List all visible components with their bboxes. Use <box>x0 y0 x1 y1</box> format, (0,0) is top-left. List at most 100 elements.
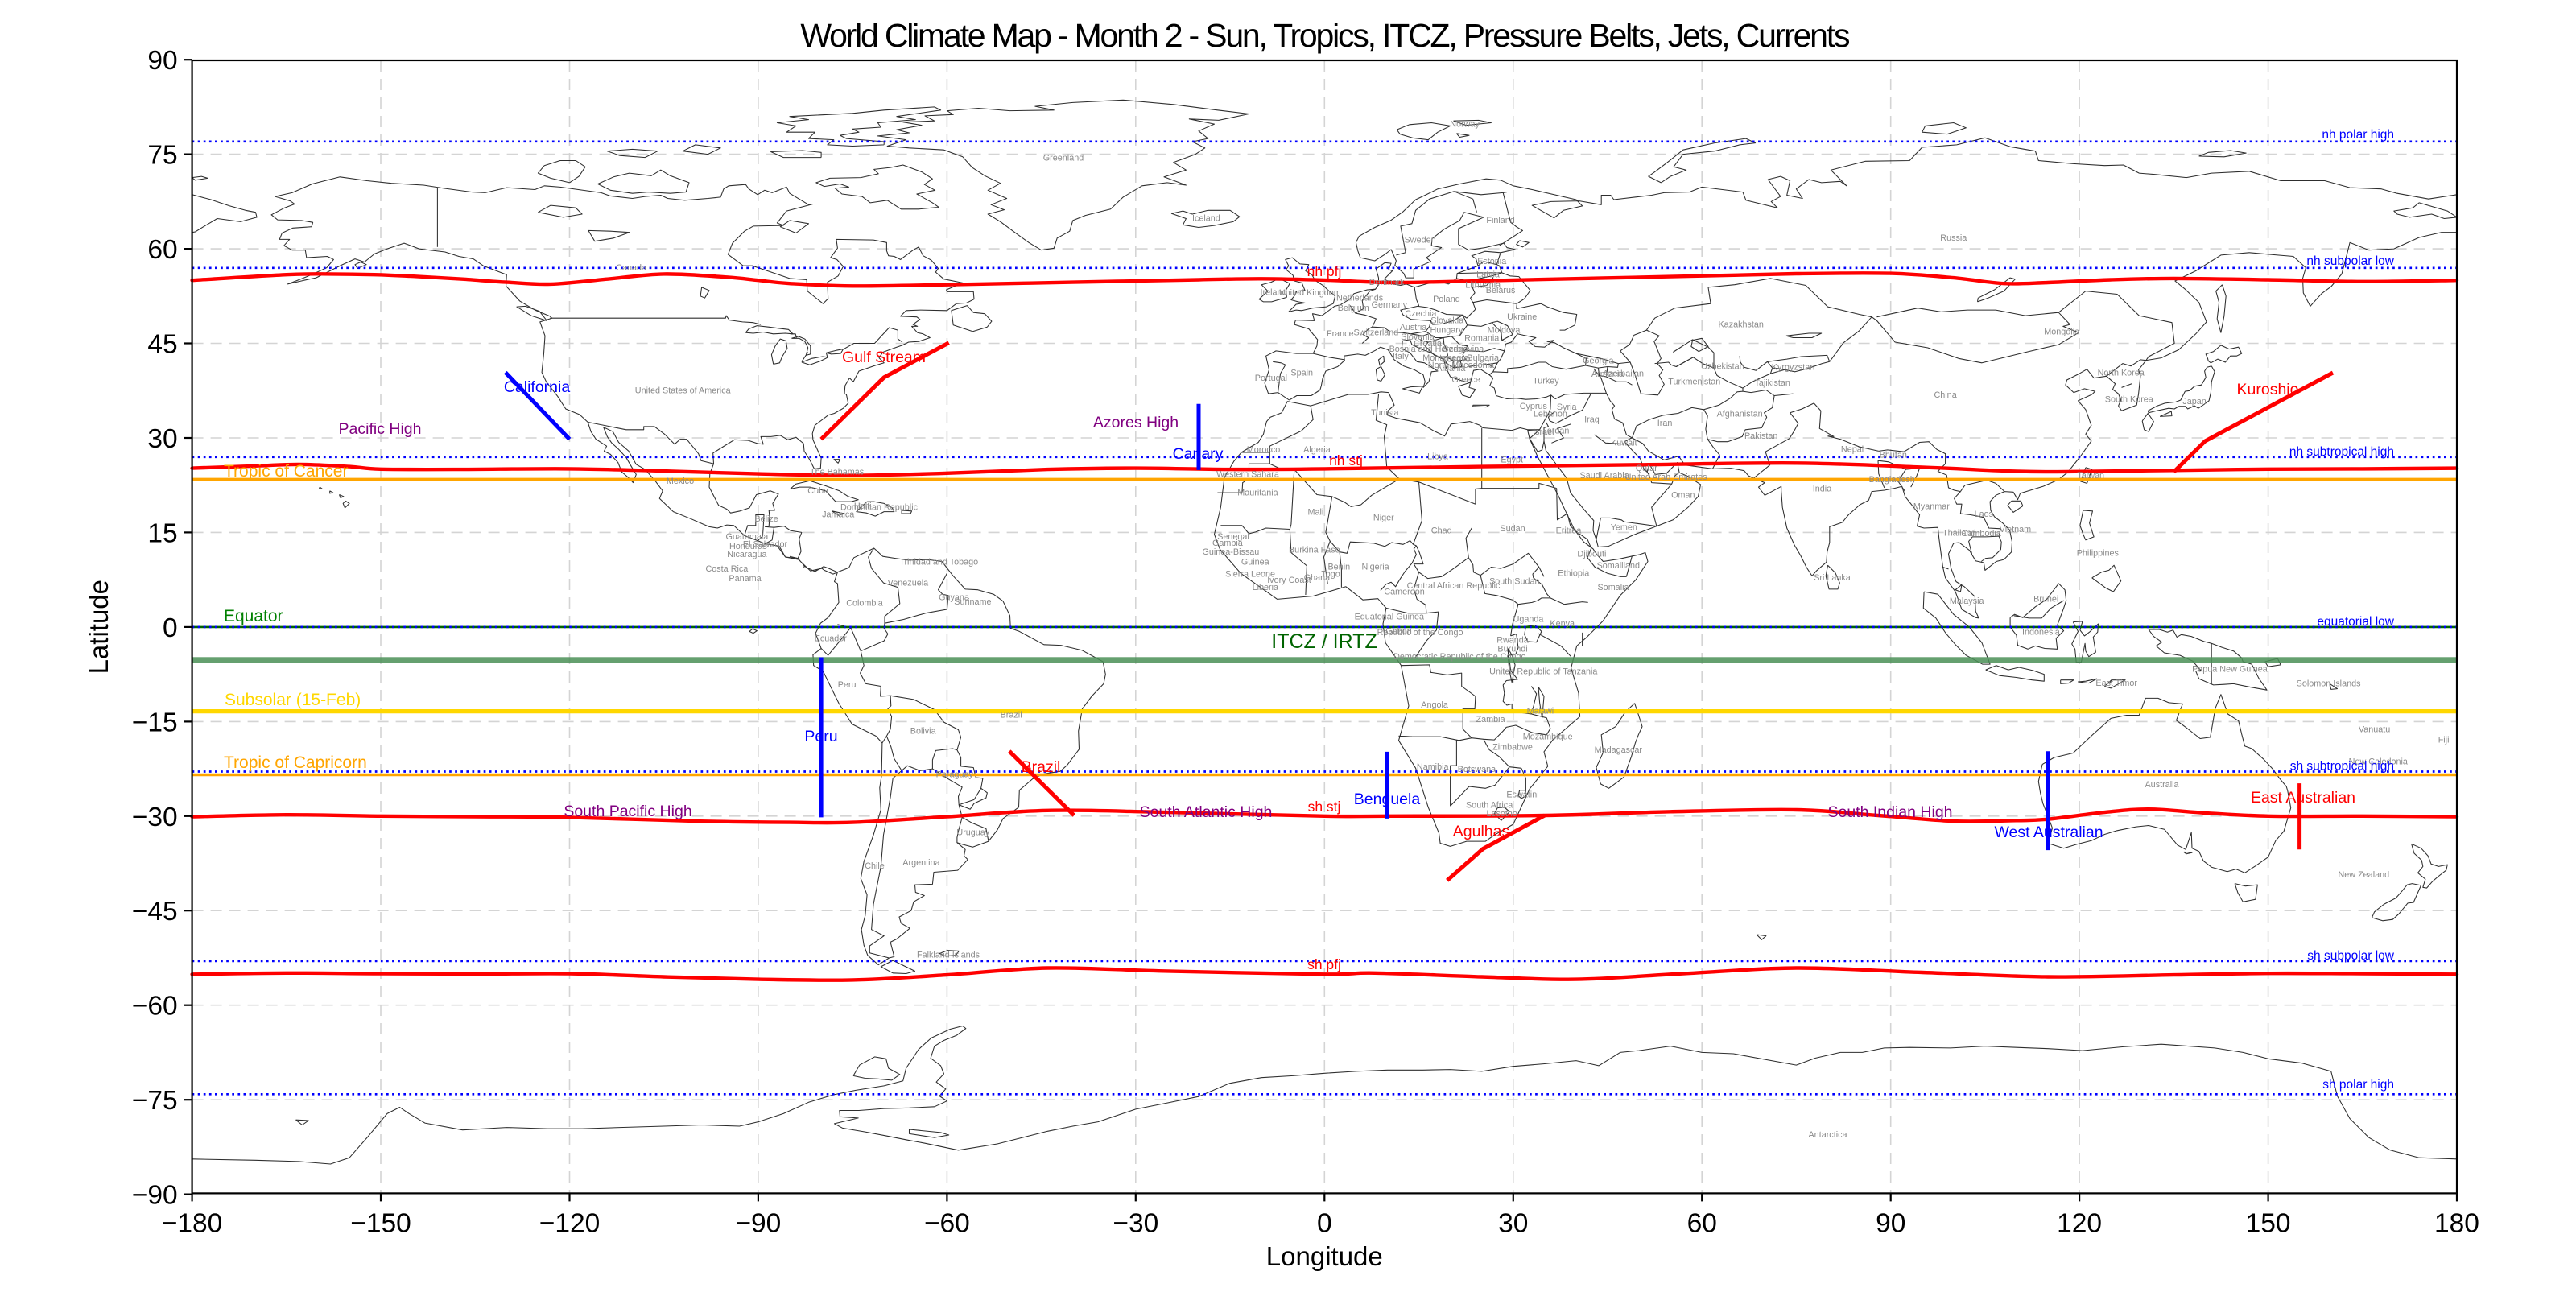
svg-text:Western Sahara: Western Sahara <box>1216 470 1279 480</box>
svg-text:Yemen: Yemen <box>1611 522 1637 532</box>
svg-text:Ukraine: Ukraine <box>1507 312 1537 322</box>
svg-text:South Atlantic High: South Atlantic High <box>1140 803 1273 821</box>
svg-text:Georgia: Georgia <box>1583 357 1613 366</box>
svg-text:Ireland: Ireland <box>1260 287 1286 297</box>
svg-text:Sweden: Sweden <box>1405 235 1436 245</box>
svg-text:Pacific High: Pacific High <box>339 420 422 438</box>
svg-text:Haiti: Haiti <box>854 502 872 511</box>
svg-text:Somaliland: Somaliland <box>1597 561 1640 571</box>
svg-text:New Zealand: New Zealand <box>2338 870 2389 880</box>
svg-text:Brazil: Brazil <box>1001 710 1022 720</box>
svg-text:Ethiopia: Ethiopia <box>1558 569 1589 579</box>
svg-text:Guinea: Guinea <box>1241 558 1269 568</box>
svg-text:Tunisia: Tunisia <box>1371 408 1398 418</box>
svg-text:Colombia: Colombia <box>846 598 883 608</box>
svg-text:Bangladesh: Bangladesh <box>1869 475 1915 485</box>
svg-text:Vanuatu: Vanuatu <box>2359 725 2390 735</box>
svg-text:Malawi: Malawi <box>1527 706 1554 716</box>
svg-text:Gulf Stream: Gulf Stream <box>842 349 926 366</box>
svg-text:Nigeria: Nigeria <box>1361 563 1389 572</box>
svg-text:nh subpolar low: nh subpolar low <box>2306 254 2394 268</box>
svg-text:Azerbaijan: Azerbaijan <box>1603 369 1644 378</box>
svg-text:60: 60 <box>147 235 177 265</box>
svg-text:Peru: Peru <box>838 680 857 690</box>
svg-text:Guyana: Guyana <box>939 592 969 602</box>
svg-text:−60: −60 <box>924 1208 970 1238</box>
svg-text:California: California <box>504 378 571 396</box>
svg-text:Cambodia: Cambodia <box>1962 529 2001 539</box>
svg-text:Chad: Chad <box>1431 526 1452 535</box>
svg-text:Spain: Spain <box>1290 369 1313 378</box>
svg-text:Benin: Benin <box>1327 563 1350 572</box>
svg-text:Angola: Angola <box>1421 700 1448 710</box>
svg-text:World Climate Map - Month 2 -: World Climate Map - Month 2 - Sun, Tropi… <box>800 17 1850 54</box>
svg-text:Brazil: Brazil <box>1022 758 1061 776</box>
svg-text:Rwanda: Rwanda <box>1496 636 1529 646</box>
svg-text:60: 60 <box>1687 1208 1717 1238</box>
svg-text:Vietnam: Vietnam <box>2000 525 2031 535</box>
svg-text:Burkina Faso: Burkina Faso <box>1289 546 1340 555</box>
svg-text:Australia: Australia <box>2145 780 2178 790</box>
svg-text:Papua New Guinea: Papua New Guinea <box>2192 665 2268 675</box>
svg-text:Peru: Peru <box>804 728 837 745</box>
svg-text:Paraguay: Paraguay <box>936 770 974 779</box>
svg-text:Lebanon: Lebanon <box>1534 410 1567 419</box>
svg-text:Eswatini: Eswatini <box>1506 790 1538 799</box>
svg-text:Japan: Japan <box>2182 397 2206 407</box>
svg-text:Switzerland: Switzerland <box>1353 328 1398 338</box>
svg-text:Guatemala: Guatemala <box>725 532 768 542</box>
svg-text:Czechia: Czechia <box>1405 309 1436 319</box>
svg-text:150: 150 <box>2246 1208 2291 1238</box>
svg-text:Canary: Canary <box>1173 445 1224 463</box>
svg-text:Mauritania: Mauritania <box>1237 488 1278 497</box>
svg-text:Zimbabwe: Zimbabwe <box>1492 743 1533 753</box>
svg-text:Azores High: Azores High <box>1093 414 1179 431</box>
svg-text:South Korea: South Korea <box>2105 395 2153 405</box>
svg-text:Italy: Italy <box>1393 352 1409 361</box>
svg-text:15: 15 <box>147 518 177 548</box>
svg-text:Nepal: Nepal <box>1841 444 1864 454</box>
svg-text:Lesotho: Lesotho <box>1486 809 1517 819</box>
svg-text:Saudi Arabia: Saudi Arabia <box>1579 471 1629 481</box>
svg-text:sh subtropical high: sh subtropical high <box>2290 760 2394 774</box>
svg-text:Honduras: Honduras <box>729 542 767 551</box>
svg-text:United Kingdom: United Kingdom <box>1279 288 1341 298</box>
svg-text:Nicaragua: Nicaragua <box>727 550 766 559</box>
svg-text:Lithuania: Lithuania <box>1465 281 1501 291</box>
svg-text:0: 0 <box>163 613 178 643</box>
svg-text:Falkland Islands: Falkland Islands <box>917 950 980 960</box>
svg-text:Liberia: Liberia <box>1253 583 1278 592</box>
svg-text:Latitude: Latitude <box>84 580 114 674</box>
svg-text:Ivory Coast: Ivory Coast <box>1267 576 1311 585</box>
svg-text:Pakistan: Pakistan <box>1744 431 1777 441</box>
svg-text:Iceland: Iceland <box>1192 214 1220 224</box>
svg-text:Finland: Finland <box>1486 216 1514 225</box>
svg-text:sh polar high: sh polar high <box>2322 1078 2394 1092</box>
svg-text:Subsolar (15-Feb): Subsolar (15-Feb) <box>225 691 361 709</box>
svg-text:China: China <box>1934 390 1956 400</box>
svg-text:Iraq: Iraq <box>1584 415 1600 425</box>
svg-text:Israel: Israel <box>1533 427 1554 437</box>
svg-text:South Indian High: South Indian High <box>1827 803 1952 821</box>
svg-text:Norway: Norway <box>1450 119 1480 129</box>
svg-text:Mongolia: Mongolia <box>2044 328 2079 337</box>
svg-text:Latvia: Latvia <box>1476 270 1500 279</box>
svg-text:El Salvador: El Salvador <box>743 540 788 550</box>
svg-text:Mozambique: Mozambique <box>1523 732 1573 741</box>
svg-text:−60: −60 <box>132 992 178 1022</box>
svg-text:Sri Lanka: Sri Lanka <box>1814 573 1851 583</box>
svg-text:Laos: Laos <box>1975 510 1994 519</box>
svg-text:Botswana: Botswana <box>1458 765 1496 774</box>
svg-text:−75: −75 <box>132 1086 178 1116</box>
svg-text:Armenia: Armenia <box>1591 369 1624 379</box>
svg-text:Gambia: Gambia <box>1212 539 1243 548</box>
svg-text:Jordan: Jordan <box>1542 427 1569 436</box>
svg-text:Belize: Belize <box>754 514 778 524</box>
svg-text:Kuroshio: Kuroshio <box>2237 381 2299 398</box>
svg-text:−90: −90 <box>735 1208 781 1238</box>
svg-text:−90: −90 <box>132 1181 178 1211</box>
svg-text:Montenegro: Montenegro <box>1422 353 1469 363</box>
svg-text:Suriname: Suriname <box>954 597 991 607</box>
svg-text:Cameroon: Cameroon <box>1384 587 1424 596</box>
svg-text:90: 90 <box>147 46 177 76</box>
